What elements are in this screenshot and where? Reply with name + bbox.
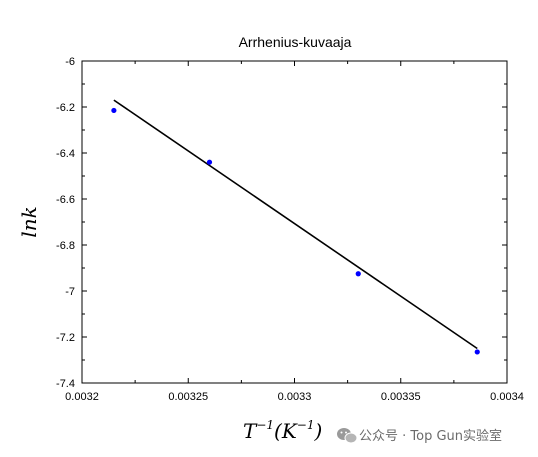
fit-line-group (113, 99, 478, 350)
x-tick-label: 0.00325 (168, 391, 208, 403)
y-tick-label: -7.4 (56, 378, 75, 390)
x-axis-label: T−1(K−1) (243, 418, 322, 443)
chart-title: Arrhenius-kuvaaja (239, 34, 352, 50)
x-tick-label: 0.0033 (278, 391, 312, 403)
y-axis: -6 -6.2 -6.4 -6.6 -6.8 -7 -7.2 -7.4 (56, 56, 507, 390)
x-axis-label-unit-exponent: −1 (297, 418, 315, 432)
y-tick-label: -7.2 (56, 332, 75, 344)
x-tick-label: 0.0034 (490, 391, 524, 403)
plot-frame (81, 60, 508, 384)
x-axis-label-unit: (K (274, 419, 298, 443)
y-tick-label: -7 (65, 286, 75, 298)
y-tick-label: -6.2 (56, 102, 75, 114)
y-tick-label: -6.6 (56, 194, 75, 206)
x-tick-label: 0.00335 (381, 391, 421, 403)
x-tick-label: 0.0032 (65, 391, 99, 403)
data-point (355, 271, 361, 277)
y-tick-label: -6.4 (56, 148, 75, 160)
watermark: 公众号 · Top Gun实验室 (337, 428, 502, 444)
wechat-icon (337, 428, 358, 444)
x-axis-label-close: ) (314, 419, 323, 443)
y-axis-label: lnk (17, 206, 41, 237)
x-axis: 0.0032 0.00325 0.0033 0.00335 0.0034 (65, 61, 524, 403)
data-point (206, 159, 213, 165)
y-tick-label: -6 (65, 56, 75, 68)
x-axis-label-exponent: −1 (256, 418, 274, 432)
fit-line (113, 99, 478, 350)
data-points (111, 107, 480, 355)
data-point (111, 107, 117, 114)
x-axis-label-base: T (243, 419, 258, 443)
data-point (474, 349, 480, 355)
y-tick-label: -6.8 (56, 240, 75, 252)
watermark-text: 公众号 · Top Gun实验室 (359, 428, 502, 444)
